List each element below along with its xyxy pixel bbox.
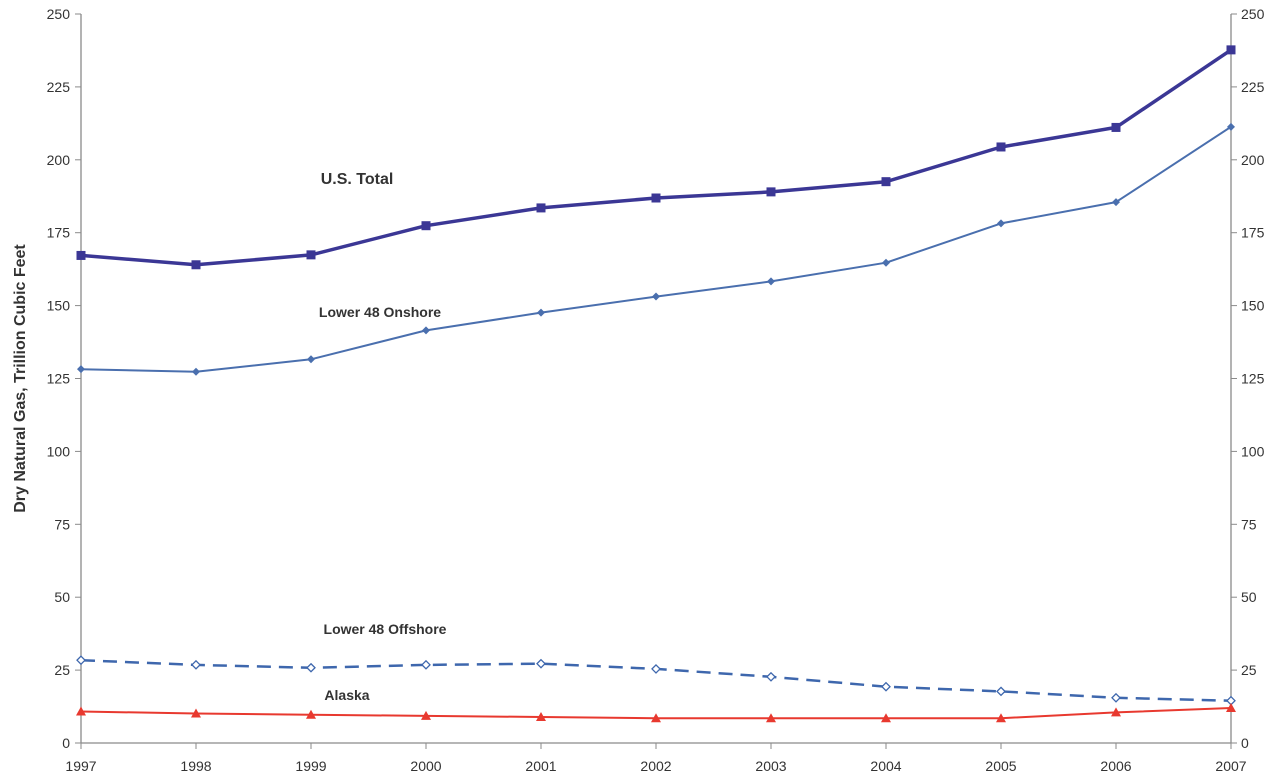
data-point-triangle bbox=[191, 708, 201, 718]
series-line-1 bbox=[80, 125, 1232, 373]
y-tick-label-left: 25 bbox=[54, 662, 70, 678]
y-tick-label-right: 50 bbox=[1241, 589, 1257, 605]
data-point-diamond bbox=[192, 367, 200, 376]
data-point-square bbox=[421, 221, 431, 231]
data-point-square bbox=[191, 260, 201, 270]
data-point-square bbox=[1111, 122, 1121, 132]
y-tick-label-left: 100 bbox=[47, 443, 71, 459]
x-tick-label: 2002 bbox=[640, 758, 671, 774]
data-point-diamond bbox=[1112, 198, 1120, 207]
data-point-diamond bbox=[422, 326, 430, 335]
data-point-triangle bbox=[766, 713, 776, 723]
x-tick-label: 2004 bbox=[870, 758, 901, 774]
series-label-2: Lower 48 Offshore bbox=[324, 621, 447, 637]
y-tick-label-right: 200 bbox=[1241, 152, 1265, 168]
data-point-diamond-open bbox=[766, 671, 776, 682]
data-point-square bbox=[1226, 45, 1236, 55]
series-label-1: Lower 48 Onshore bbox=[319, 304, 441, 320]
y-tick-label-right: 225 bbox=[1241, 79, 1265, 95]
data-point-triangle bbox=[421, 710, 431, 720]
data-point-triangle bbox=[651, 713, 661, 723]
data-point-diamond bbox=[77, 365, 85, 374]
data-point-diamond-open bbox=[191, 659, 201, 670]
data-point-square bbox=[306, 250, 316, 260]
data-point-diamond-open bbox=[996, 686, 1006, 697]
data-point-diamond bbox=[537, 308, 545, 317]
y-axis-title: Dry Natural Gas, Trillion Cubic Feet bbox=[12, 244, 29, 513]
series-labels: U.S. Total Lower 48 Onshore Lower 48 Offsh… bbox=[319, 171, 447, 703]
data-point-triangle bbox=[996, 713, 1006, 723]
y-tick-label-left: 200 bbox=[47, 152, 71, 168]
data-point-square bbox=[651, 193, 661, 203]
y-tick-label-right: 75 bbox=[1241, 516, 1257, 532]
y-tick-label-left: 50 bbox=[54, 589, 70, 605]
y-tick-label-left: 0 bbox=[62, 735, 70, 751]
y-tick-label-left: 250 bbox=[47, 6, 71, 22]
series-label-0: U.S. Total bbox=[321, 171, 394, 188]
data-point-square bbox=[996, 142, 1006, 152]
data-point-diamond-open bbox=[76, 655, 86, 666]
data-point-triangle bbox=[536, 712, 546, 722]
data-point-triangle bbox=[76, 706, 86, 716]
y-tick-label-left: 150 bbox=[47, 298, 71, 314]
x-tick-label: 2001 bbox=[525, 758, 556, 774]
x-tick-label: 2005 bbox=[985, 758, 1016, 774]
data-point-square bbox=[881, 177, 891, 187]
data-point-diamond-open bbox=[1111, 692, 1121, 703]
data-point-diamond bbox=[307, 355, 315, 364]
axes: 0 0 25 25 50 50 75 75 100 100 125 125 150 150 175 175 20… bbox=[12, 6, 1265, 774]
data-point-diamond bbox=[652, 292, 660, 301]
series-markers bbox=[76, 45, 1236, 723]
y-tick-label-right: 25 bbox=[1241, 662, 1257, 678]
data-point-diamond-open bbox=[536, 658, 546, 669]
series-lines bbox=[80, 48, 1232, 720]
series-line-0 bbox=[80, 48, 1232, 267]
x-tick-label: 2007 bbox=[1215, 758, 1246, 774]
data-point-triangle bbox=[306, 709, 316, 719]
data-point-square bbox=[536, 203, 546, 213]
data-point-diamond-open bbox=[881, 681, 891, 692]
x-tick-label: 2000 bbox=[410, 758, 441, 774]
y-tick-label-right: 100 bbox=[1241, 443, 1265, 459]
data-point-diamond bbox=[997, 219, 1005, 228]
series-label-3: Alaska bbox=[324, 687, 369, 703]
y-tick-label-left: 175 bbox=[47, 225, 71, 241]
y-tick-label-right: 150 bbox=[1241, 298, 1265, 314]
data-point-diamond-open bbox=[651, 664, 661, 674]
y-tick-label-left: 125 bbox=[47, 371, 71, 387]
y-tick-label-right: 250 bbox=[1241, 6, 1265, 22]
data-point-diamond bbox=[767, 277, 775, 286]
data-point-diamond bbox=[882, 258, 890, 267]
x-tick-label: 2003 bbox=[755, 758, 786, 774]
data-point-triangle bbox=[1226, 703, 1236, 713]
y-tick-label-right: 125 bbox=[1241, 371, 1265, 387]
x-tick-label: 2006 bbox=[1100, 758, 1131, 774]
y-tick-label-right: 175 bbox=[1241, 225, 1265, 241]
data-point-diamond-open bbox=[421, 659, 431, 670]
y-tick-label-left: 75 bbox=[54, 516, 70, 532]
data-point-square bbox=[766, 187, 776, 197]
data-point-square bbox=[76, 250, 86, 260]
data-point-diamond bbox=[1227, 122, 1235, 131]
data-point-diamond-open bbox=[306, 662, 316, 673]
y-tick-label-right: 0 bbox=[1241, 735, 1249, 751]
data-point-triangle bbox=[881, 713, 891, 723]
y-tick-label-left: 225 bbox=[47, 79, 71, 95]
data-point-triangle bbox=[1111, 707, 1121, 717]
x-tick-label: 1999 bbox=[295, 758, 326, 774]
x-tick-label: 1998 bbox=[180, 758, 211, 774]
x-tick-label: 1997 bbox=[65, 758, 96, 774]
